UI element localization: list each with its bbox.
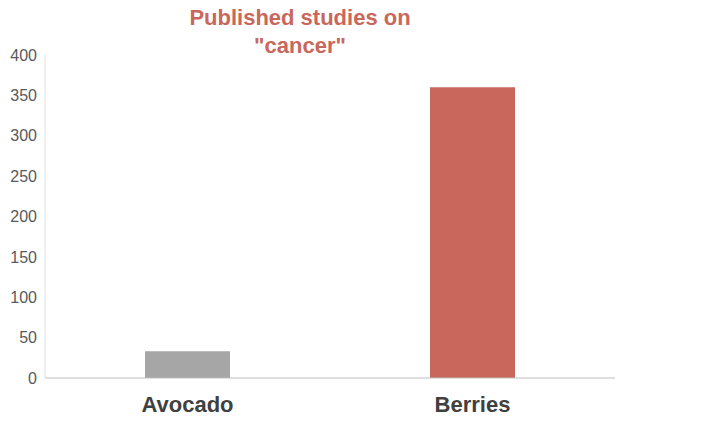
svg-text:350: 350 (10, 87, 37, 104)
svg-text:0: 0 (28, 370, 37, 387)
svg-text:Avocado: Avocado (141, 392, 233, 417)
svg-text:50: 50 (19, 329, 37, 346)
html-text:Published studies on "cancer": Published studies on "cancer" (189, 5, 411, 58)
svg-text:150: 150 (10, 249, 37, 266)
svg-text:200: 200 (10, 208, 37, 225)
svg-text:400: 400 (10, 47, 37, 64)
svg-text:250: 250 (10, 168, 37, 185)
svg-text:300: 300 (10, 127, 37, 144)
svg-text:100: 100 (10, 289, 37, 306)
svg-text:Berries: Berries (435, 392, 511, 417)
